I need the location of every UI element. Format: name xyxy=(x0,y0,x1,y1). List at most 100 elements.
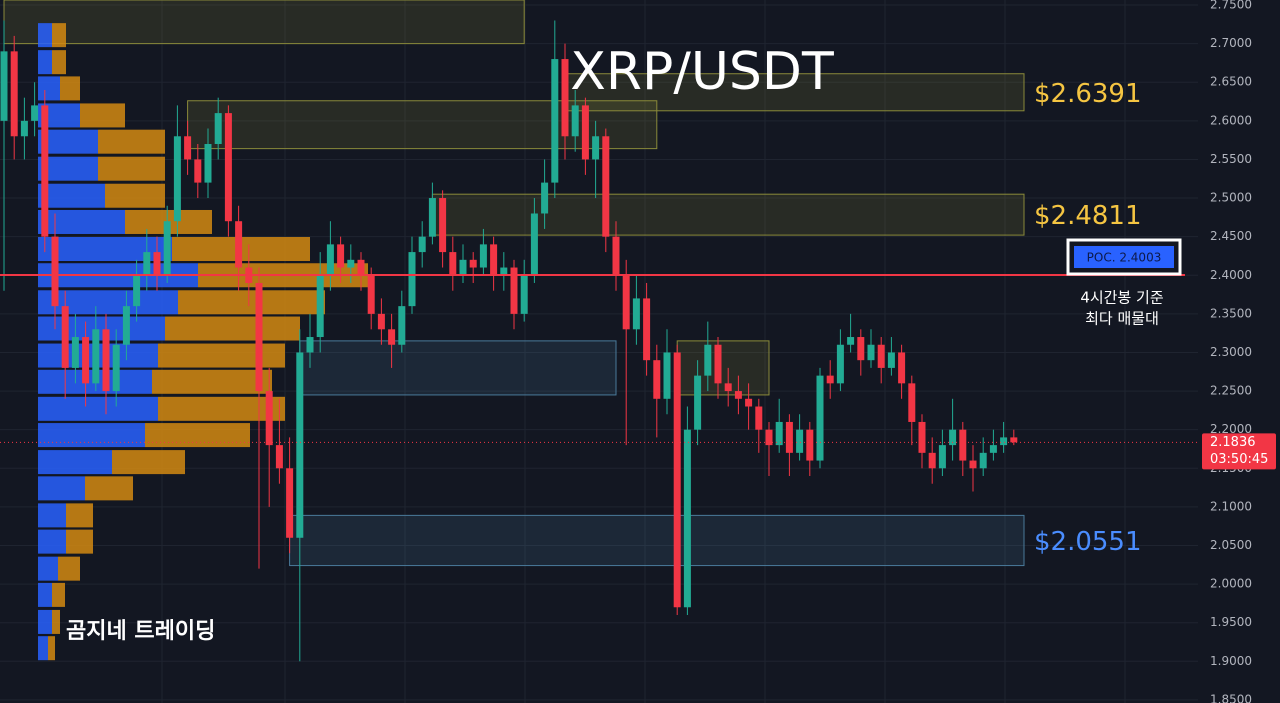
candle-body xyxy=(92,329,100,384)
zone xyxy=(299,340,617,396)
candle-body xyxy=(459,259,467,276)
profile-sell xyxy=(52,23,66,48)
candle-body xyxy=(326,244,334,276)
y-tick-label: 2.4000 xyxy=(1210,268,1252,282)
candle-body xyxy=(632,298,640,330)
candle-body xyxy=(235,221,243,268)
candle-body xyxy=(561,59,569,137)
y-tick-label: 2.0000 xyxy=(1210,577,1252,591)
profile-sell xyxy=(178,290,325,315)
candle-body xyxy=(194,159,202,183)
candle-body xyxy=(153,252,161,276)
candle-body xyxy=(439,198,447,253)
candle-body xyxy=(357,259,365,276)
candle-body xyxy=(714,344,722,384)
candle-body xyxy=(490,244,498,276)
candle-body xyxy=(826,375,834,384)
candle-body xyxy=(51,236,59,307)
candle-body xyxy=(541,182,549,214)
candle-body xyxy=(683,429,691,608)
candle-body xyxy=(398,306,406,345)
last-price-label: 2.1836 xyxy=(1210,435,1256,450)
candle-body xyxy=(1000,437,1008,446)
candle-body xyxy=(949,429,957,446)
profile-sell xyxy=(85,476,133,501)
candle-body xyxy=(428,198,436,237)
profile-sell xyxy=(158,396,285,421)
profile-sell xyxy=(158,343,285,368)
candle-body xyxy=(479,244,487,268)
candle-body xyxy=(388,329,396,345)
candle-body xyxy=(377,313,385,330)
candle-body xyxy=(255,282,263,392)
profile-sell xyxy=(105,183,165,208)
profile-sell xyxy=(60,76,80,101)
chart-title: XRP/USDT xyxy=(570,42,834,102)
profile-buy xyxy=(38,582,52,607)
poc-label: POC. 2.4003 xyxy=(1087,251,1162,265)
candle-body xyxy=(765,429,773,446)
candle-body xyxy=(224,113,232,222)
y-tick-label: 2.7000 xyxy=(1210,36,1252,50)
profile-sell xyxy=(145,423,250,448)
candle-body xyxy=(653,360,661,399)
profile-sell xyxy=(52,582,65,607)
candle-body xyxy=(796,429,804,453)
candle-body xyxy=(102,329,110,392)
candle-body xyxy=(296,352,304,538)
profile-buy xyxy=(38,450,112,475)
y-tick-label: 2.2000 xyxy=(1210,422,1252,436)
candle-body xyxy=(969,460,977,469)
zone xyxy=(3,0,525,45)
candle-body xyxy=(31,105,39,121)
profile-buy xyxy=(38,636,48,661)
y-tick-label: 2.3500 xyxy=(1210,306,1252,320)
candle-body xyxy=(602,136,610,237)
candle-body xyxy=(10,51,18,137)
profile-buy xyxy=(38,476,85,501)
candle-body xyxy=(663,352,671,399)
candle-body xyxy=(775,421,783,446)
profile-sell xyxy=(52,609,60,634)
candle-body xyxy=(887,352,895,368)
zone-label: $2.6391 xyxy=(1034,79,1142,109)
candle-body xyxy=(877,344,885,368)
candle-body xyxy=(173,136,181,222)
candle-body xyxy=(898,352,906,384)
candle-body xyxy=(979,452,987,469)
poc-box-fill xyxy=(1074,246,1174,268)
candle-body xyxy=(857,337,865,361)
candle-body xyxy=(275,445,283,469)
candle-body xyxy=(0,51,8,121)
y-tick-label: 2.1000 xyxy=(1210,499,1252,513)
candle-body xyxy=(337,244,345,268)
candle-body xyxy=(806,429,814,461)
profile-buy xyxy=(38,316,165,341)
y-tick-label: 2.6000 xyxy=(1210,113,1252,127)
candle-body xyxy=(500,267,508,276)
profile-buy xyxy=(38,556,58,581)
candle-body xyxy=(510,267,518,314)
zone xyxy=(676,340,770,396)
candle-body xyxy=(724,383,732,392)
candle-body xyxy=(122,306,130,345)
profile-buy xyxy=(38,76,60,101)
candle-body xyxy=(347,259,355,268)
profile-sell xyxy=(98,129,165,154)
candle-body xyxy=(520,275,528,314)
candle-body xyxy=(265,391,273,446)
candle-body xyxy=(469,259,477,268)
candle-body xyxy=(755,406,763,430)
candle-body xyxy=(938,445,946,469)
countdown: 03:50:45 xyxy=(1210,452,1268,467)
y-tick-label: 2.4500 xyxy=(1210,229,1252,243)
candle-body xyxy=(836,344,844,384)
candle-body xyxy=(928,452,936,469)
candle-body xyxy=(959,429,967,461)
candle-body xyxy=(704,344,712,376)
candle-body xyxy=(133,275,141,307)
profile-sell xyxy=(66,503,93,528)
last-price-tag xyxy=(1202,433,1276,470)
candle-body xyxy=(316,275,324,338)
